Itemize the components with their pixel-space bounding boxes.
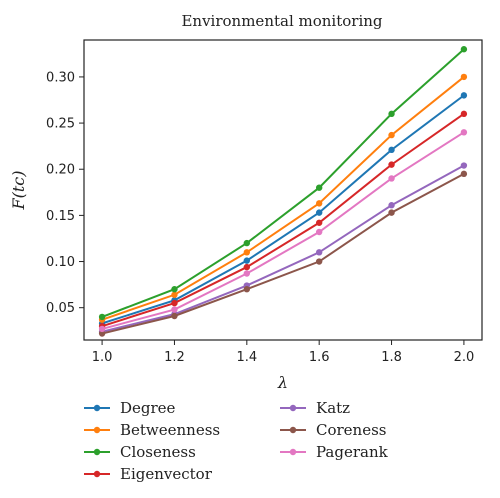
data-point	[171, 291, 178, 298]
data-point	[388, 161, 395, 168]
data-point	[171, 286, 178, 293]
axes: 1.0 1.2 1.4 1.6 1.8 2.0 0.05 0.10 0.15 0.20 0.25 0.…	[9, 39, 483, 392]
data-point	[315, 209, 323, 216]
y-axis-label: F(tc)	[9, 171, 28, 211]
legend-label: Eigenvector	[120, 465, 213, 483]
data-point	[243, 239, 251, 247]
series-line	[101, 164, 465, 333]
data-point	[243, 257, 251, 264]
y-tick-label: 0.15	[46, 209, 75, 224]
data-point	[388, 175, 395, 182]
data-point	[460, 110, 468, 118]
data-point	[315, 228, 323, 236]
data-point	[388, 202, 395, 209]
x-tick-label: 1.6	[309, 350, 330, 365]
y-tick-label: 0.25	[46, 117, 75, 132]
data-point	[388, 146, 395, 154]
data-point	[315, 258, 323, 265]
y-tick-label: 0.05	[46, 301, 75, 316]
series-line	[101, 48, 465, 318]
x-axis-label: λ	[277, 373, 288, 392]
plot-frame	[83, 39, 483, 341]
data-point	[460, 46, 468, 53]
legend-swatch-marker	[289, 404, 297, 412]
x-tick-label: 2.0	[454, 350, 475, 365]
series-line	[101, 131, 465, 330]
chart-title: Environmental monitoring	[181, 12, 382, 30]
data-point	[460, 129, 468, 136]
legend-swatch-marker	[289, 448, 297, 456]
legend-label: Katz	[316, 399, 350, 417]
data-point	[315, 200, 323, 207]
data-point	[315, 219, 323, 226]
data-point	[243, 263, 251, 271]
legend-label: Coreness	[316, 421, 387, 439]
plot-area	[98, 46, 468, 337]
x-tick-label: 1.2	[164, 350, 185, 365]
series-line	[101, 113, 465, 328]
data-point	[98, 313, 106, 321]
legend-swatch-marker	[289, 426, 297, 434]
data-point	[388, 209, 395, 216]
data-point	[171, 299, 178, 307]
data-point	[388, 131, 395, 139]
legend-label: Degree	[120, 399, 176, 417]
legend-label: Closeness	[120, 443, 196, 461]
data-point	[460, 162, 468, 169]
data-point	[388, 110, 395, 118]
legend-swatch-marker	[93, 404, 101, 412]
data-point	[243, 270, 251, 277]
data-point	[171, 312, 178, 320]
x-tick-label: 1.0	[92, 350, 113, 365]
data-point	[460, 92, 468, 99]
legend: Degree Betweenness Closeness Eigenvector Kat…	[84, 399, 389, 483]
data-point	[315, 249, 323, 256]
y-tick-label: 0.20	[46, 163, 75, 178]
data-point	[98, 325, 106, 333]
x-tick-label: 1.8	[381, 350, 402, 365]
series-line	[101, 94, 465, 325]
data-point	[171, 306, 178, 313]
data-point	[98, 330, 106, 337]
legend-label: Pagerank	[316, 443, 389, 461]
legend-label: Betweenness	[120, 421, 220, 439]
data-point	[243, 286, 251, 293]
series-line	[101, 172, 465, 335]
legend-swatch-marker	[93, 448, 101, 456]
legend-swatch-marker	[93, 470, 101, 478]
data-point	[315, 184, 323, 191]
legend-swatch-marker	[93, 426, 101, 434]
x-tick-label: 1.4	[236, 350, 257, 365]
series-line	[101, 76, 465, 321]
data-point	[243, 249, 251, 256]
y-tick-label: 0.10	[46, 255, 75, 270]
data-point	[460, 73, 468, 81]
data-point	[460, 170, 468, 178]
y-tick-label: 0.30	[46, 70, 75, 85]
